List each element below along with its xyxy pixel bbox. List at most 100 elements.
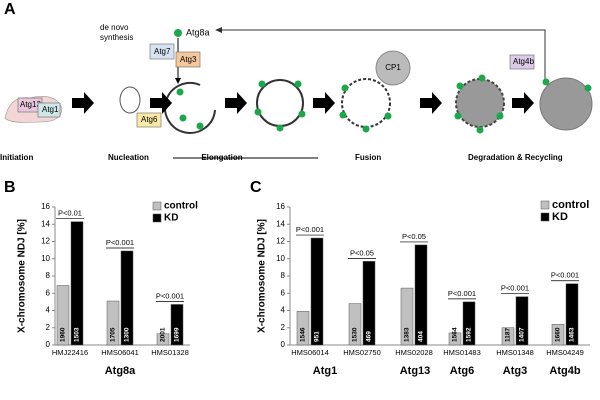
x-tick-label: HMS01483 — [443, 348, 481, 357]
bar — [515, 296, 529, 346]
box — [149, 43, 175, 60]
y-tick-label: 14 — [276, 219, 285, 228]
bar-count: 1503 — [74, 327, 81, 342]
p-value: P<0.001 — [106, 238, 134, 247]
recycling — [539, 77, 593, 131]
stage: Nucleation — [108, 153, 149, 162]
protein-label: Atg1 — [42, 105, 59, 114]
arrow — [220, 29, 546, 82]
box — [136, 112, 162, 128]
box — [509, 54, 535, 70]
bar-count: 1592 — [466, 327, 473, 342]
bar — [348, 303, 362, 346]
box — [175, 51, 201, 68]
legend-swatch — [152, 201, 162, 211]
legend-swatch — [540, 200, 550, 210]
x-tick-label: HMS02028 — [395, 348, 433, 357]
atg8a-dots — [176, 74, 592, 134]
legend-swatch — [152, 213, 162, 223]
legend-label: control — [552, 199, 589, 211]
p-value: P<0.05 — [350, 248, 374, 257]
autolysosome — [341, 78, 391, 128]
protein-label: CP1 — [385, 63, 401, 72]
bar — [565, 283, 579, 346]
bar — [56, 285, 70, 346]
lysosome — [375, 50, 411, 86]
bar-count: 1407 — [519, 327, 526, 342]
bar-count: 1705 — [110, 327, 117, 342]
y-tick-label: 4 — [281, 306, 286, 315]
protein-label: Atg8a — [186, 27, 210, 37]
bar — [296, 311, 310, 346]
step-arrows — [72, 92, 534, 114]
x-tick-label: HMS06041 — [101, 348, 139, 357]
bar-count: 1960 — [60, 327, 67, 342]
note: de novo — [100, 23, 129, 32]
stage: Fusion — [355, 153, 381, 162]
bar — [448, 332, 462, 346]
legend-label: KD — [164, 213, 178, 224]
group-label: Atg6 — [450, 365, 474, 377]
bar — [170, 304, 184, 346]
y-tick-label: 6 — [281, 288, 286, 297]
x-tick-label: HMS01328 — [151, 348, 189, 357]
group-label: Atg8a — [105, 365, 136, 377]
y-tick-label: 6 — [46, 288, 51, 297]
panel-a: A de novo synthesis Atg8a Atg7 Atg3 Atg1… — [0, 1, 593, 162]
bar — [362, 261, 376, 346]
note: synthesis — [100, 33, 133, 42]
bar-count: 951 — [314, 331, 321, 342]
membrane — [119, 86, 141, 114]
legend-swatch — [540, 212, 550, 222]
bar-count: 1660 — [555, 327, 562, 342]
bar-count: 1546 — [300, 327, 307, 342]
phagophore — [164, 82, 216, 134]
bar — [400, 287, 414, 346]
panel-label: B — [4, 179, 16, 196]
y-tick-label: 8 — [281, 271, 286, 280]
bar — [106, 300, 120, 346]
y-tick-label: 8 — [46, 271, 51, 280]
x-tick-label: HMS02750 — [343, 348, 381, 357]
arrow-head — [215, 27, 222, 33]
bar-count: 1300 — [124, 327, 131, 342]
y-axis-label: X-chromosome NDJ [%] — [17, 219, 28, 333]
panel-label: C — [250, 179, 262, 196]
p-value: P<0.01 — [58, 209, 82, 218]
bar — [551, 324, 565, 346]
y-tick-label: 16 — [41, 202, 50, 211]
y-tick-label: 10 — [41, 254, 50, 263]
protein-label: Atg4b — [513, 57, 534, 66]
bar — [462, 301, 476, 346]
bar — [310, 237, 324, 346]
p-value: P<0.001 — [448, 289, 476, 298]
bar-count: 1463 — [569, 327, 576, 342]
y-tick-label: 12 — [276, 237, 285, 246]
y-tick-label: 12 — [41, 237, 50, 246]
y-axis-label: X-chromosome NDJ [%] — [257, 219, 268, 333]
p-value: P<0.001 — [501, 284, 529, 293]
bar — [156, 333, 170, 346]
group-label: Atg13 — [400, 365, 431, 377]
x-tick-label: HMJ22416 — [52, 348, 88, 357]
bar — [120, 250, 134, 346]
bar — [70, 221, 84, 346]
p-value: P<0.05 — [402, 232, 426, 241]
group-label: Atg4b — [549, 365, 580, 377]
bar-count: 1383 — [404, 327, 411, 342]
bar — [414, 244, 428, 346]
x-tick-label: HMS04249 — [546, 348, 584, 357]
bar-count: 1699 — [174, 327, 181, 342]
y-tick-label: 16 — [276, 202, 285, 211]
y-tick-label: 14 — [41, 219, 50, 228]
p-value: P<0.001 — [296, 225, 324, 234]
y-tick-label: 4 — [46, 306, 51, 315]
bar — [501, 327, 515, 346]
y-tick-label: 2 — [46, 323, 51, 332]
x-tick-label: HMS01348 — [496, 348, 534, 357]
legend-label: control — [164, 201, 198, 212]
y-tick-label: 2 — [281, 323, 286, 332]
y-tick-label: 10 — [276, 254, 285, 263]
atg8a-dot — [174, 29, 182, 37]
